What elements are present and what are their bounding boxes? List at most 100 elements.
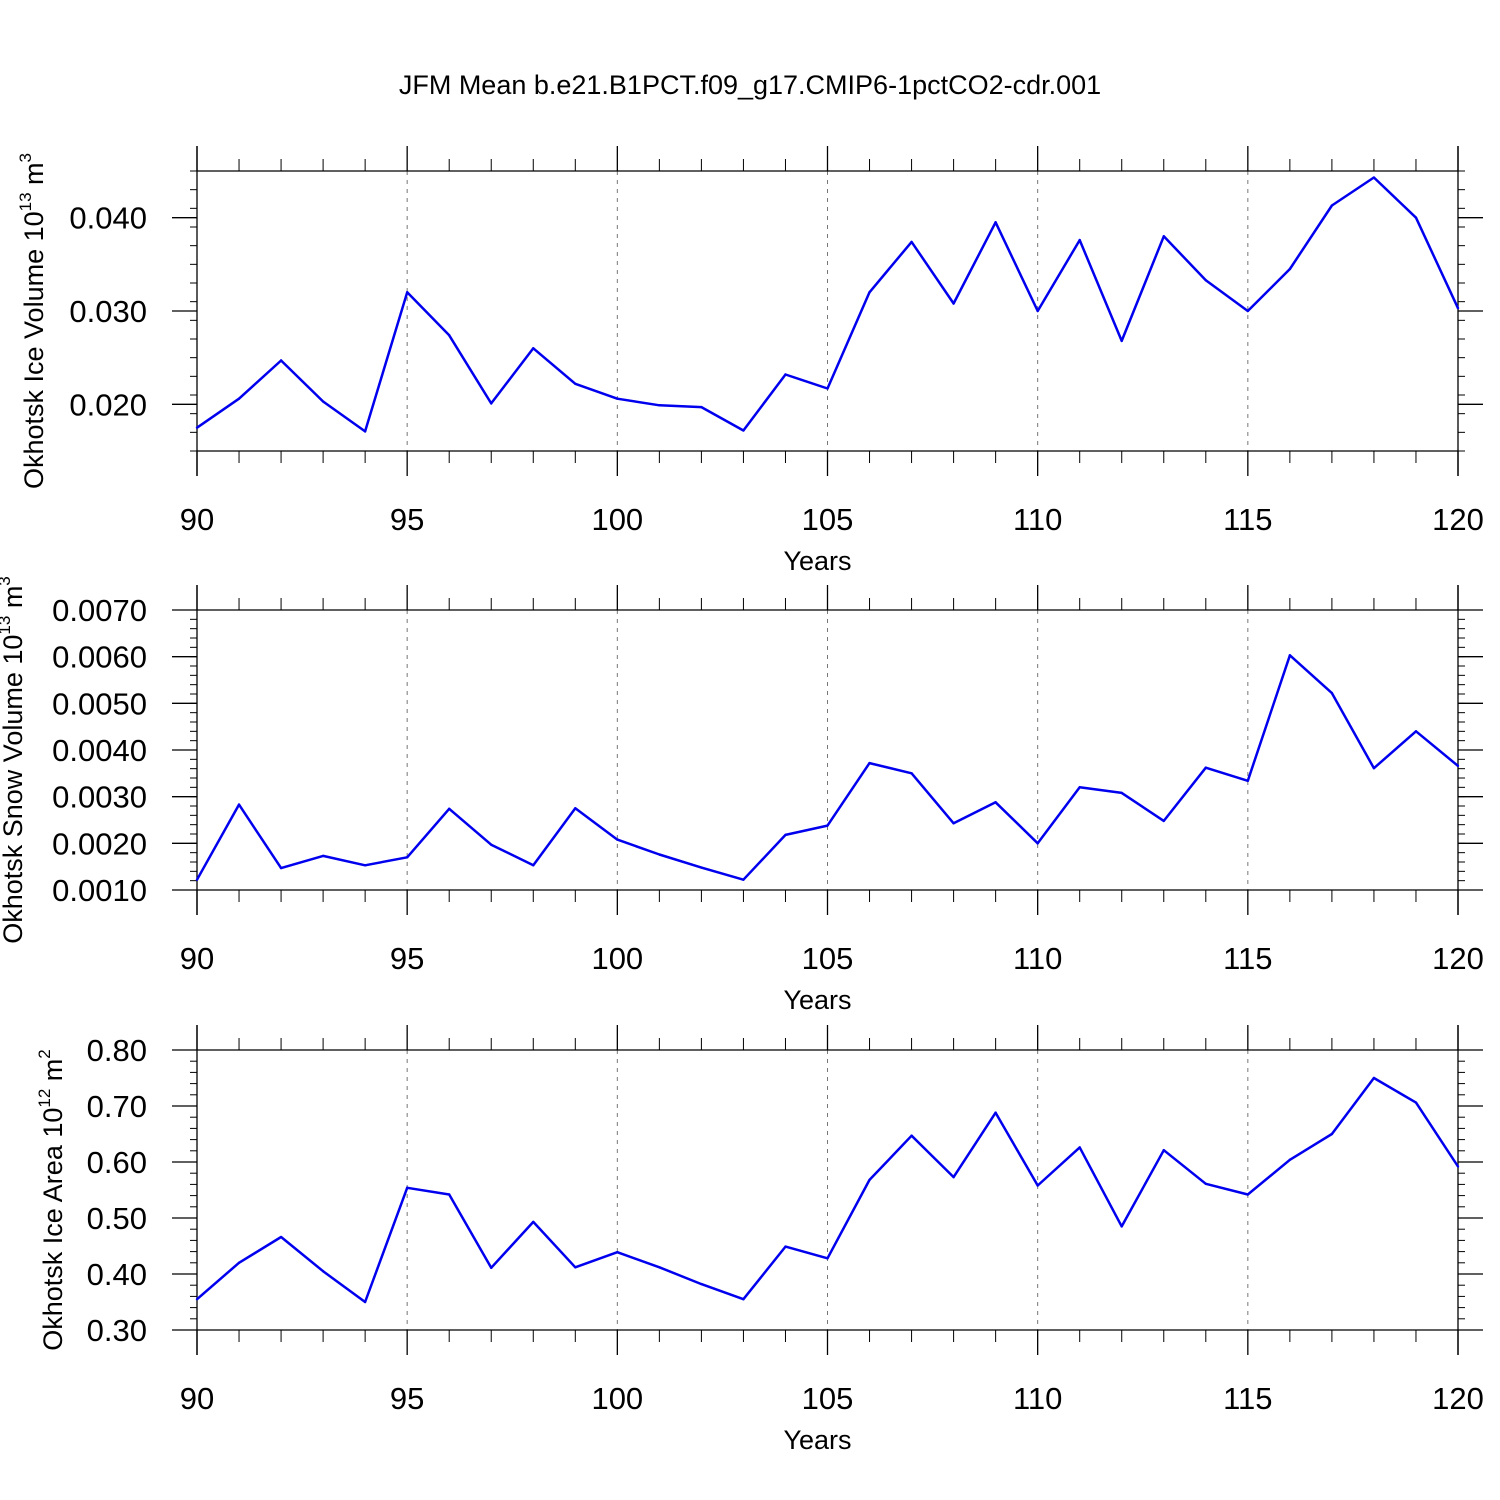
data-point: [448, 807, 451, 810]
data-point: [826, 387, 829, 390]
x-tick-label: 115: [1223, 502, 1272, 537]
x-axis-label: Years: [783, 1425, 851, 1455]
x-tick-label: 90: [180, 941, 214, 976]
data-point: [1456, 764, 1460, 768]
y-axis-label-unit-exponent: 3: [16, 153, 35, 162]
y-tick-label: 0.0030: [52, 780, 147, 815]
y-axis-label-text: Okhotsk Snow Volume 10: [0, 635, 28, 944]
data-point: [1078, 238, 1081, 242]
data-point: [405, 1186, 409, 1189]
data-point: [742, 1298, 745, 1301]
data-point: [574, 807, 577, 810]
data-point: [994, 221, 997, 224]
y-axis-label-unit-exponent: 3: [0, 576, 14, 585]
data-point: [784, 833, 787, 837]
x-tick-label: 90: [180, 1381, 214, 1416]
data-point: [532, 864, 535, 867]
x-tick-label: 110: [1013, 941, 1062, 976]
data-point: [784, 373, 787, 376]
data-point: [700, 405, 703, 409]
y-tick-label: 0.30: [87, 1313, 147, 1348]
data-point: [237, 397, 241, 400]
y-axis-label-text: Okhotsk Ice Area 10: [38, 1108, 68, 1351]
data-point: [742, 878, 745, 881]
data-point: [1036, 842, 1039, 845]
data-point: [742, 429, 745, 432]
x-tick-label: 105: [802, 941, 854, 976]
panel-ice-area: 90 95 100 105 110 115 120 0.30 0.40 0.50 0.60 0.70 0…: [35, 1025, 1484, 1455]
x-tick-label: 90: [180, 502, 214, 537]
data-point: [826, 824, 829, 827]
y-tick-label: 0.60: [87, 1145, 147, 1180]
x-axis-label: Years: [783, 546, 851, 576]
data-point: [1162, 235, 1165, 238]
data-point: [658, 1266, 661, 1269]
y-tick-label: 0.80: [87, 1033, 147, 1068]
data-point: [910, 1134, 913, 1137]
data-point: [1456, 307, 1460, 310]
x-tick-label: 120: [1432, 502, 1484, 537]
y-axis-label-unit: m: [0, 586, 28, 616]
data-point: [994, 1111, 997, 1114]
data-point: [363, 430, 367, 433]
x-tick-label: 120: [1432, 1381, 1484, 1416]
data-point: [994, 801, 997, 804]
data-point: [195, 426, 199, 429]
data-point: [1246, 779, 1250, 782]
data-point: [1288, 1158, 1292, 1161]
data-point: [195, 878, 199, 881]
x-tick-label: 115: [1223, 941, 1272, 976]
data-point: [1330, 204, 1334, 207]
y-tick-label: 0.020: [69, 387, 147, 422]
data-point: [868, 1178, 871, 1182]
x-tick-label: 105: [802, 1381, 854, 1416]
data-point: [1162, 1149, 1165, 1152]
data-point: [1456, 1165, 1460, 1168]
panel-ice-volume: 90 95 100 105 110 115 120 0.020 0.030 0.040 Years O…: [16, 146, 1484, 576]
data-point: [448, 334, 451, 337]
y-axis-label-exponent: 13: [16, 192, 35, 211]
data-point: [574, 1266, 577, 1269]
data-point: [826, 1257, 829, 1260]
data-point: [574, 382, 577, 385]
data-point: [1372, 176, 1376, 179]
data-point: [279, 866, 283, 870]
data-point: [700, 866, 703, 869]
y-tick-label: 0.50: [87, 1201, 147, 1236]
data-point: [363, 1300, 367, 1304]
data-point: [1372, 767, 1376, 770]
series-line-ice-volume: [196, 176, 1460, 433]
x-tick-label: 95: [390, 502, 424, 537]
data-point: [490, 843, 493, 846]
data-point: [1120, 1225, 1123, 1228]
data-point: [1120, 791, 1123, 795]
data-point: [1246, 309, 1250, 313]
data-point: [616, 838, 619, 841]
data-point: [195, 1298, 199, 1301]
x-tick-label: 100: [591, 1381, 643, 1416]
x-tick-label: 105: [802, 502, 854, 537]
data-point: [658, 404, 661, 407]
y-tick-label: 0.70: [87, 1089, 147, 1124]
y-tick-label: 0.0060: [52, 640, 147, 675]
data-point: [616, 397, 619, 400]
y-tick-label: 0.040: [69, 201, 147, 236]
data-point: [952, 1175, 955, 1179]
data-point: [1078, 786, 1081, 789]
data-point: [1204, 279, 1208, 282]
data-point: [1372, 1076, 1376, 1080]
data-point: [237, 803, 241, 806]
data-point: [1414, 1101, 1418, 1104]
data-point: [1246, 1193, 1250, 1196]
y-axis-label-unit-exponent: 2: [35, 1049, 54, 1058]
data-point: [1036, 309, 1039, 313]
x-tick-label: 110: [1013, 1381, 1062, 1416]
y-tick-label: 0.0040: [52, 733, 147, 768]
data-point: [279, 359, 283, 362]
data-point: [279, 1235, 283, 1239]
y-axis-label-unit: m: [38, 1059, 68, 1089]
data-point: [1120, 339, 1123, 343]
y-axis-label: Okhotsk Ice Area 1012 m2: [35, 1049, 68, 1351]
data-point: [1078, 1146, 1081, 1149]
y-tick-label: 0.40: [87, 1257, 147, 1292]
